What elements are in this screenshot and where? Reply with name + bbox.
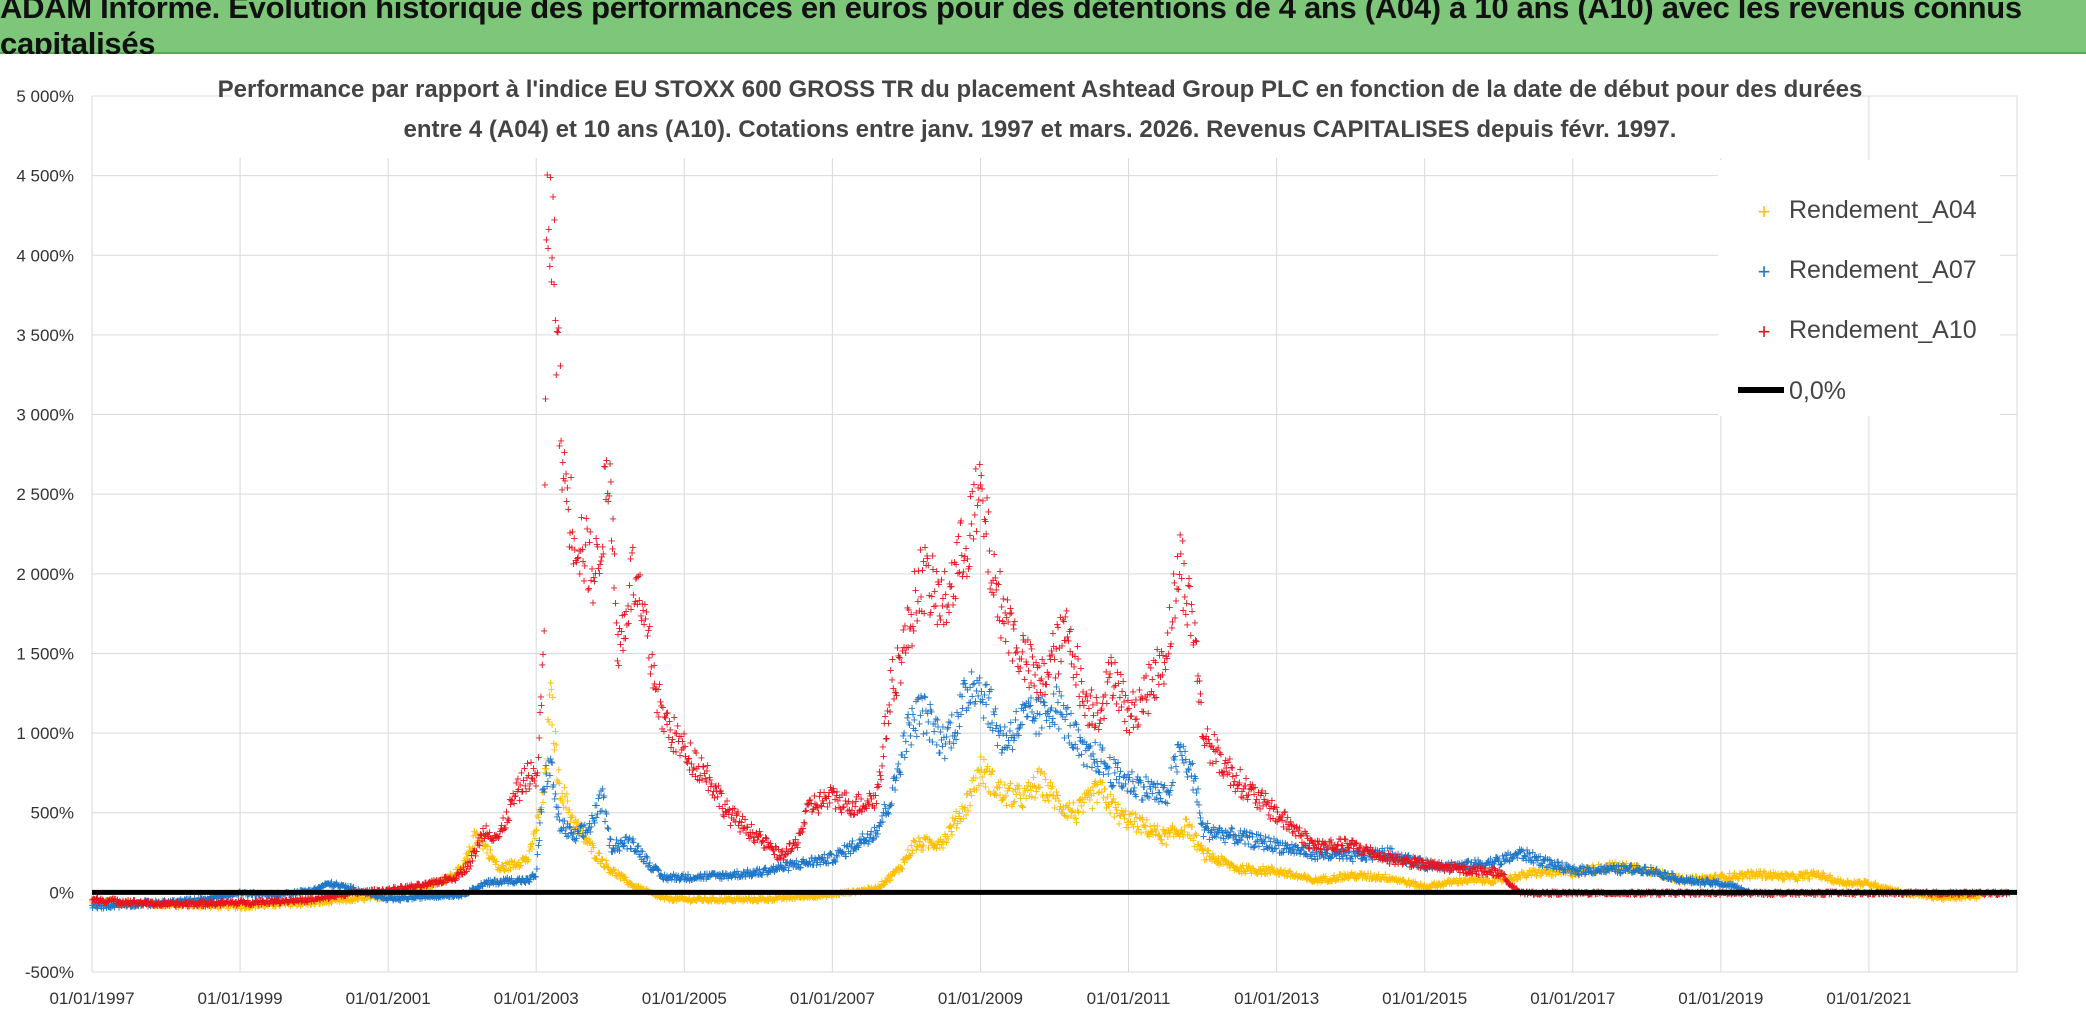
y-tick-label: 3 500% xyxy=(16,326,74,345)
data-point: + xyxy=(536,833,544,848)
x-tick-label: 01/01/2011 xyxy=(1087,989,1171,1008)
data-point: + xyxy=(897,767,905,782)
x-tick-label: 01/01/2019 xyxy=(1678,989,1763,1008)
data-point: + xyxy=(561,445,569,460)
data-point: + xyxy=(540,623,548,638)
x-tick-label: 01/01/2015 xyxy=(1382,989,1467,1008)
data-point: + xyxy=(992,701,1000,716)
data-point: + xyxy=(548,250,556,265)
data-point: + xyxy=(535,750,543,765)
data-point: + xyxy=(555,320,563,335)
data-point: + xyxy=(534,765,542,780)
report-banner-title: ADAM Informe. Evolution historique des p… xyxy=(0,0,2086,62)
data-point: + xyxy=(557,358,565,373)
y-tick-label: 4 000% xyxy=(16,246,74,265)
report-banner: ADAM Informe. Evolution historique des p… xyxy=(0,0,2086,54)
x-tick-label: 01/01/2005 xyxy=(642,989,727,1008)
x-tick-label: 01/01/2009 xyxy=(938,989,1023,1008)
data-point: + xyxy=(603,806,611,821)
y-tick-label: 5 000% xyxy=(16,87,74,106)
x-tick-label: 01/01/2021 xyxy=(1826,989,1911,1008)
data-point: + xyxy=(987,682,995,697)
data-point: + xyxy=(551,212,559,227)
data-point: + xyxy=(548,755,556,770)
data-point: + xyxy=(600,788,608,803)
data-point: + xyxy=(539,646,547,661)
data-point: + xyxy=(533,861,541,876)
data-point: + xyxy=(535,730,543,745)
x-tick-label: 01/01/2001 xyxy=(346,989,431,1008)
y-tick-label: 2 500% xyxy=(16,485,74,504)
data-point: + xyxy=(552,737,560,752)
y-tick-label: -500% xyxy=(25,963,74,982)
x-tick-label: 01/01/2013 xyxy=(1234,989,1319,1008)
data-point: + xyxy=(888,796,896,811)
x-tick-label: 01/01/2007 xyxy=(790,989,875,1008)
x-tick-label: 01/01/1999 xyxy=(198,989,283,1008)
y-tick-label: 2 000% xyxy=(16,565,74,584)
y-tick-label: 3 000% xyxy=(16,406,74,425)
scatter-chart: -500% 0% 500% 1 000% 1 500% 2 000% 2 500% 3 000… xyxy=(0,54,2086,1031)
data-point: + xyxy=(549,189,557,204)
y-tick-label: 0% xyxy=(49,883,74,902)
data-point: + xyxy=(542,391,550,406)
x-tick-label: 01/01/2003 xyxy=(494,989,579,1008)
x-tick-label: 01/01/1997 xyxy=(49,989,134,1008)
y-tick-label: 500% xyxy=(31,804,74,823)
data-point: + xyxy=(550,277,558,292)
data-point: + xyxy=(538,698,546,713)
data-point: + xyxy=(505,812,513,827)
data-point: + xyxy=(549,690,557,705)
chart-area: -500% 0% 500% 1 000% 1 500% 2 000% 2 500% 3 000… xyxy=(0,54,2086,1031)
y-tick-label: 1 500% xyxy=(16,644,74,663)
data-point: + xyxy=(547,169,555,184)
data-point: + xyxy=(541,477,549,492)
x-tick-label: 01/01/2017 xyxy=(1530,989,1615,1008)
y-tick-label: 1 000% xyxy=(16,724,74,743)
data-point: + xyxy=(1194,781,1202,796)
data-point: + xyxy=(538,804,546,819)
y-tick-label: 4 500% xyxy=(16,167,74,186)
